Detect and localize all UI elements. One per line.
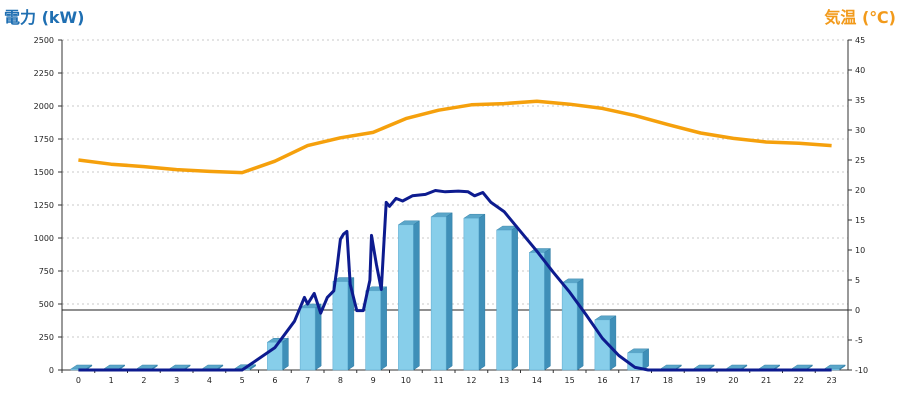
right-tick-label: -10: [855, 366, 868, 375]
power-bar: [823, 364, 846, 371]
right-tick-label: 30: [855, 126, 865, 135]
power-bar-front: [496, 229, 512, 371]
x-tick-label: 10: [401, 376, 411, 385]
x-tick-label: 19: [696, 376, 706, 385]
power-bar-front: [299, 307, 316, 371]
x-tick-label: 11: [434, 376, 444, 385]
left-tick-label: 1000: [34, 234, 54, 243]
power-bar: [561, 278, 584, 371]
right-tick-label: 25: [855, 156, 865, 165]
power-bar: [528, 248, 552, 371]
left-tick-label: 0: [49, 366, 54, 375]
power-bar-side: [380, 286, 387, 371]
x-tick-label: 12: [466, 376, 476, 385]
right-axis-title: 気温 (℃): [824, 8, 896, 27]
series-lines: [78, 99, 832, 372]
power-bar: [299, 303, 322, 371]
power-bar-front: [430, 216, 447, 371]
x-tick-label: 21: [761, 376, 771, 385]
right-tick-label: 20: [855, 186, 865, 195]
x-tick-label: 16: [597, 376, 607, 385]
x-tick-label: 23: [827, 376, 837, 385]
power-bar: [332, 277, 355, 371]
power-bars: [70, 212, 846, 371]
x-tick-label: 8: [338, 376, 343, 385]
power-bar: [594, 315, 617, 371]
left-tick-label: 2000: [34, 102, 54, 111]
x-tick-label: 3: [174, 376, 179, 385]
x-tick-label: 9: [371, 376, 376, 385]
x-tick-label: 1: [109, 376, 114, 385]
right-tick-label: 35: [855, 96, 865, 105]
right-tick-label: -5: [855, 336, 863, 345]
x-tick-label: 7: [305, 376, 310, 385]
right-tick-label: 10: [855, 246, 865, 255]
x-tick-label: 15: [565, 376, 575, 385]
power-bar-front: [561, 282, 578, 371]
x-tick-label: 2: [141, 376, 146, 385]
temperature-line: [78, 99, 832, 175]
power-bar-side: [609, 315, 617, 371]
power-bar: [364, 286, 388, 371]
x-tick-label: 4: [207, 376, 212, 385]
left-tick-label: 750: [39, 267, 54, 276]
power-bar: [495, 225, 519, 371]
left-tick-label: 1500: [34, 168, 54, 177]
x-tick-label: 0: [76, 376, 81, 385]
left-tick-label: 1750: [34, 135, 54, 144]
left-tick-label: 2250: [34, 69, 54, 78]
gridlines: [62, 39, 848, 338]
left-tick-label: 1250: [34, 201, 54, 210]
power-bar-side: [642, 348, 649, 371]
power-bar-side: [413, 220, 420, 371]
x-tick-label: 22: [794, 376, 804, 385]
power-bar-side: [576, 278, 584, 371]
power-bar: [463, 213, 486, 371]
right-tick-label: 40: [855, 66, 865, 75]
power-bar-side: [445, 212, 453, 371]
power-bar: [397, 220, 421, 371]
power-bar-front: [398, 224, 414, 371]
x-tick-label: 6: [272, 376, 277, 385]
power-bar: [626, 348, 650, 371]
x-tick-label: 18: [663, 376, 673, 385]
power-bar-side: [511, 225, 518, 371]
power-bar-side: [282, 337, 289, 371]
x-tick-label: 17: [630, 376, 640, 385]
right-tick-label: 15: [855, 216, 865, 225]
power-line: [78, 189, 832, 372]
right-tick-label: 0: [855, 306, 860, 315]
power-bar-front: [529, 252, 545, 371]
power-bar-front: [463, 217, 480, 371]
left-tick-label: 500: [39, 300, 54, 309]
x-tick-label: 5: [240, 376, 245, 385]
left-axis-title: 電力 (kW): [4, 8, 85, 27]
right-tick-label: 45: [855, 36, 865, 45]
x-tick-label: 13: [499, 376, 509, 385]
x-tick-label: 14: [532, 376, 542, 385]
x-tick-label: 20: [728, 376, 738, 385]
power-bar: [430, 212, 453, 371]
power-bar-front: [365, 290, 381, 371]
power-bar-side: [478, 213, 486, 371]
left-tick-label: 2500: [34, 36, 54, 45]
right-tick-label: 5: [855, 276, 860, 285]
left-tick-label: 250: [39, 333, 54, 342]
power-bar-front: [332, 281, 349, 371]
